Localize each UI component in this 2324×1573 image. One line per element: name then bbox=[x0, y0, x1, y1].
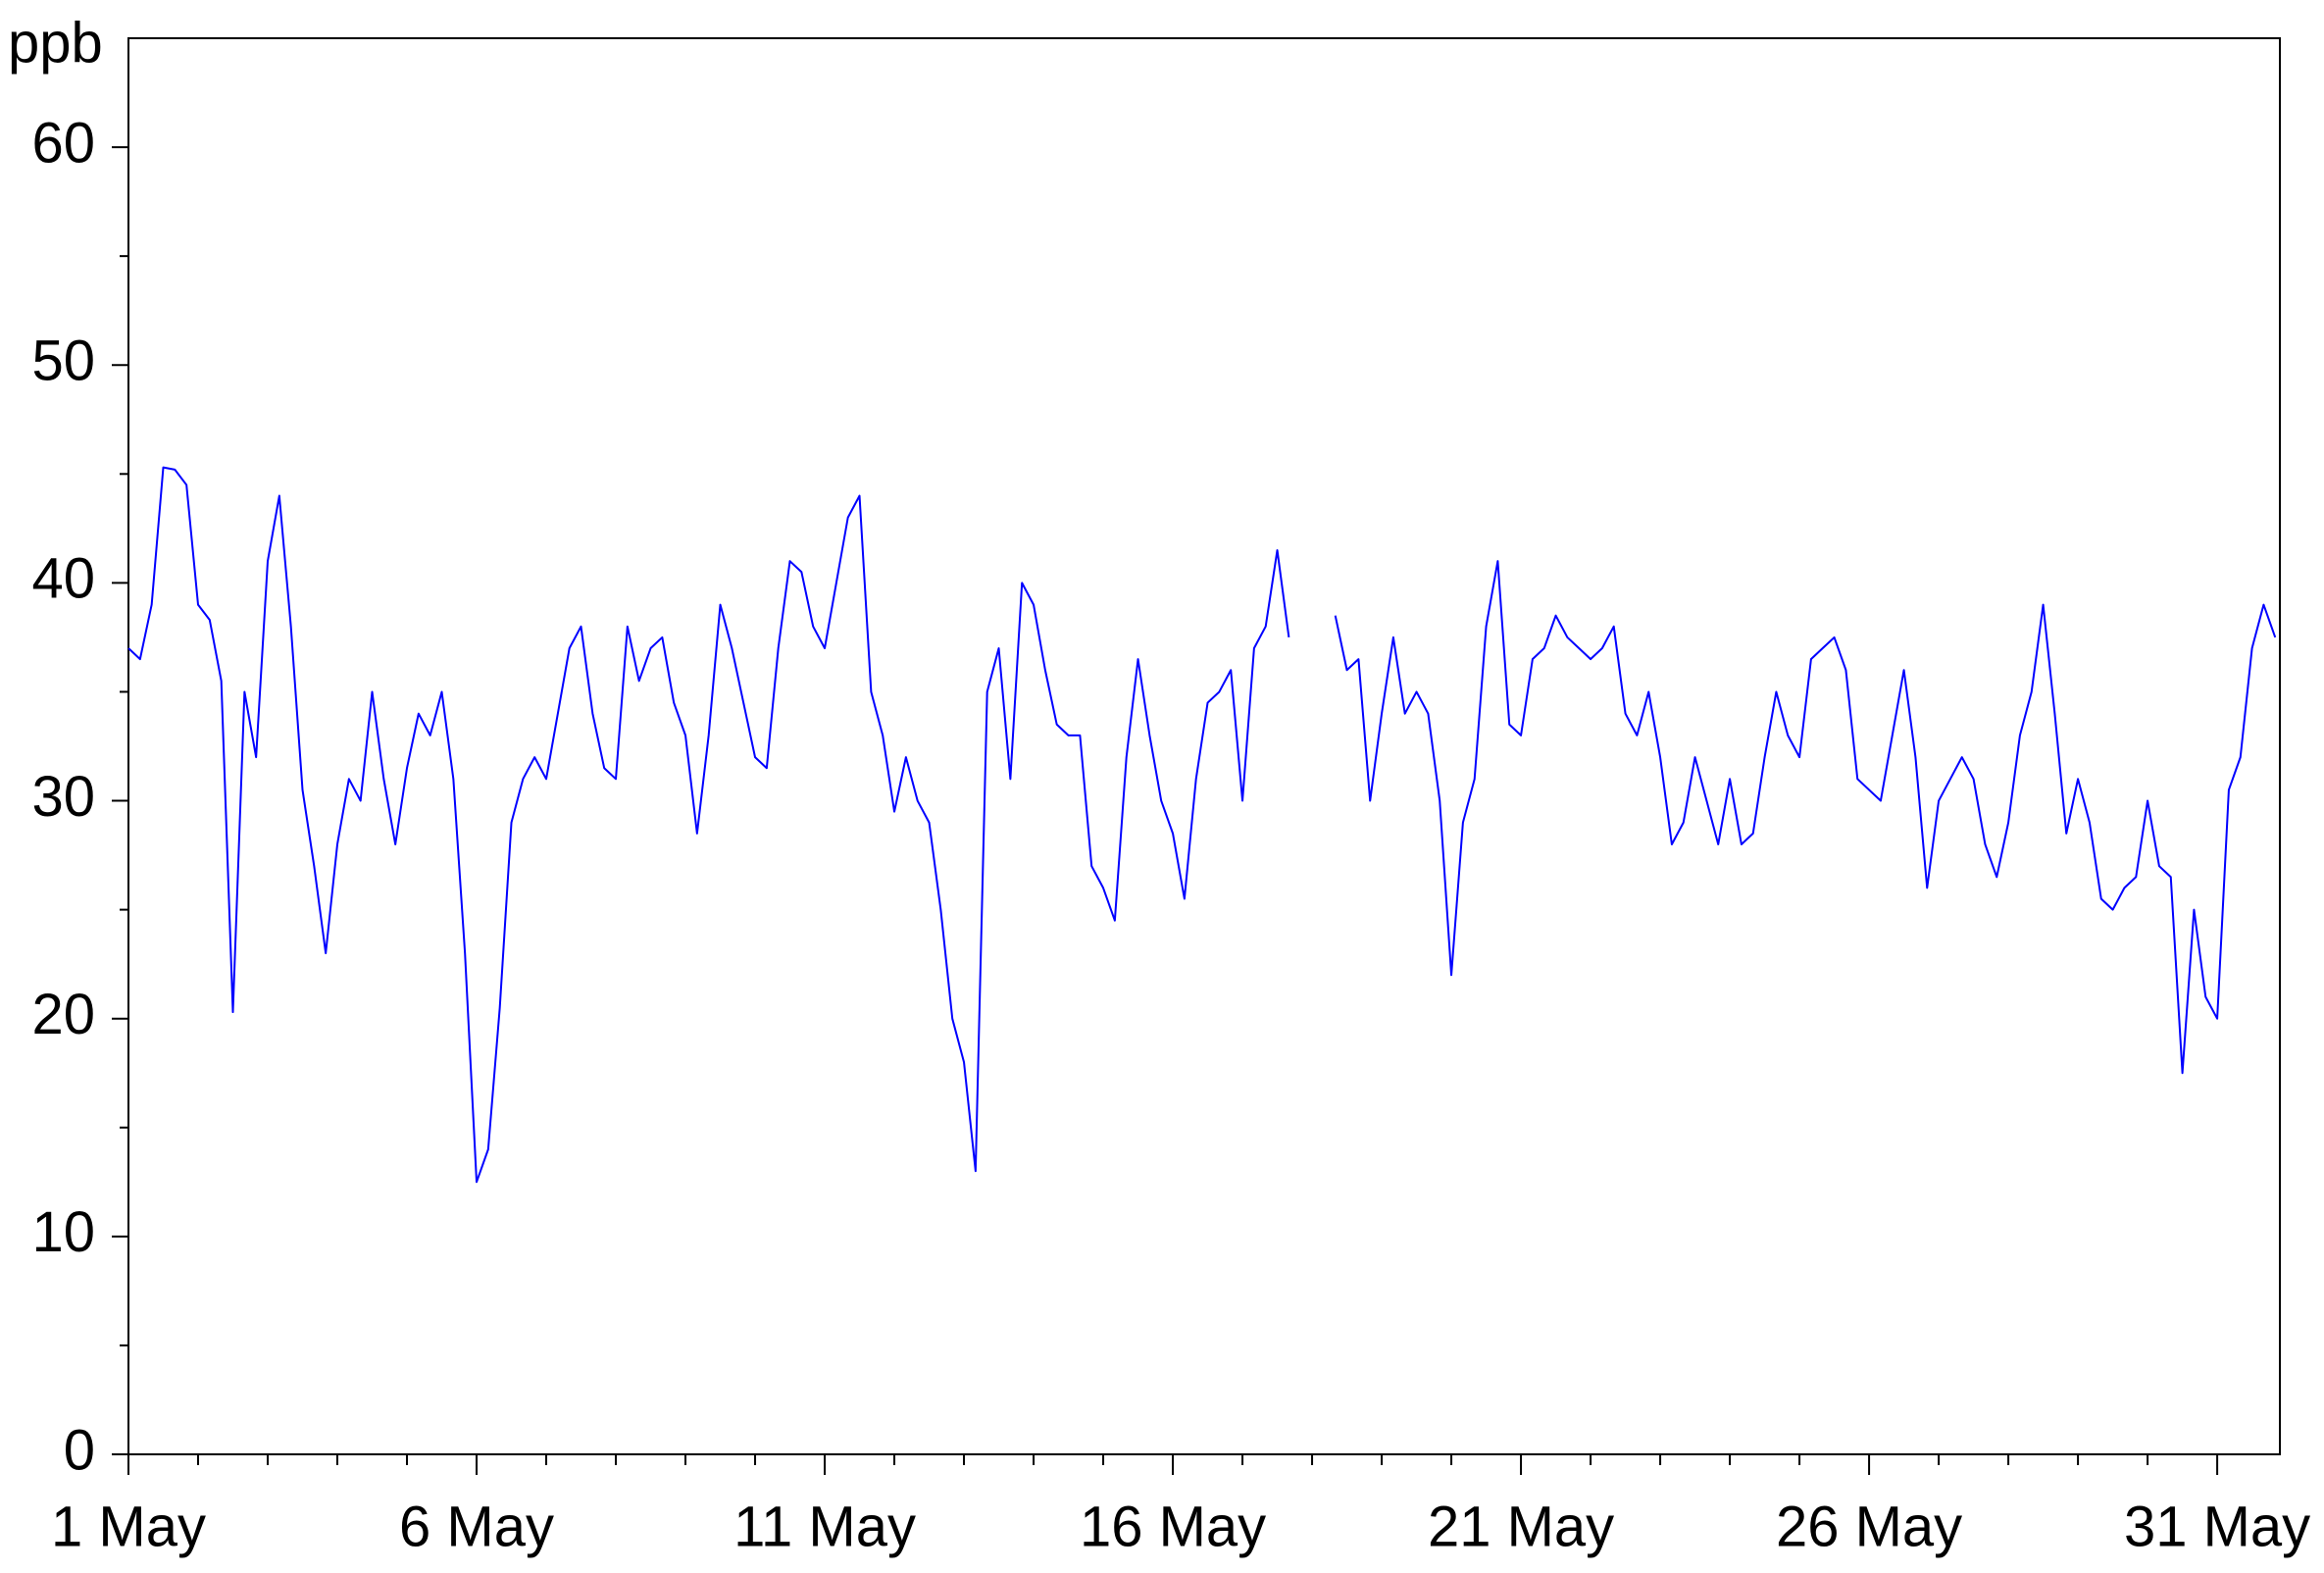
y-tick-label: 30 bbox=[31, 765, 95, 829]
x-tick-label: 31 May bbox=[2124, 1495, 2310, 1558]
x-tick-label: 1 May bbox=[51, 1495, 206, 1558]
y-tick-label: 0 bbox=[64, 1418, 95, 1482]
data-line bbox=[1334, 560, 2277, 1075]
x-tick-label: 6 May bbox=[399, 1495, 554, 1558]
y-axis-label: ppb bbox=[8, 11, 103, 75]
x-tick-label: 11 May bbox=[733, 1495, 916, 1558]
y-tick-label: 20 bbox=[31, 983, 95, 1046]
x-tick-label: 26 May bbox=[1776, 1495, 1962, 1558]
x-tick-label: 16 May bbox=[1080, 1495, 1266, 1558]
data-line bbox=[127, 466, 1290, 1184]
x-tick-label: 21 May bbox=[1428, 1495, 1614, 1558]
y-tick-label: 60 bbox=[31, 111, 95, 175]
plot-frame bbox=[127, 37, 2281, 1455]
y-tick-label: 10 bbox=[31, 1200, 95, 1264]
y-tick-label: 50 bbox=[31, 330, 95, 393]
y-tick-label: 40 bbox=[31, 547, 95, 611]
